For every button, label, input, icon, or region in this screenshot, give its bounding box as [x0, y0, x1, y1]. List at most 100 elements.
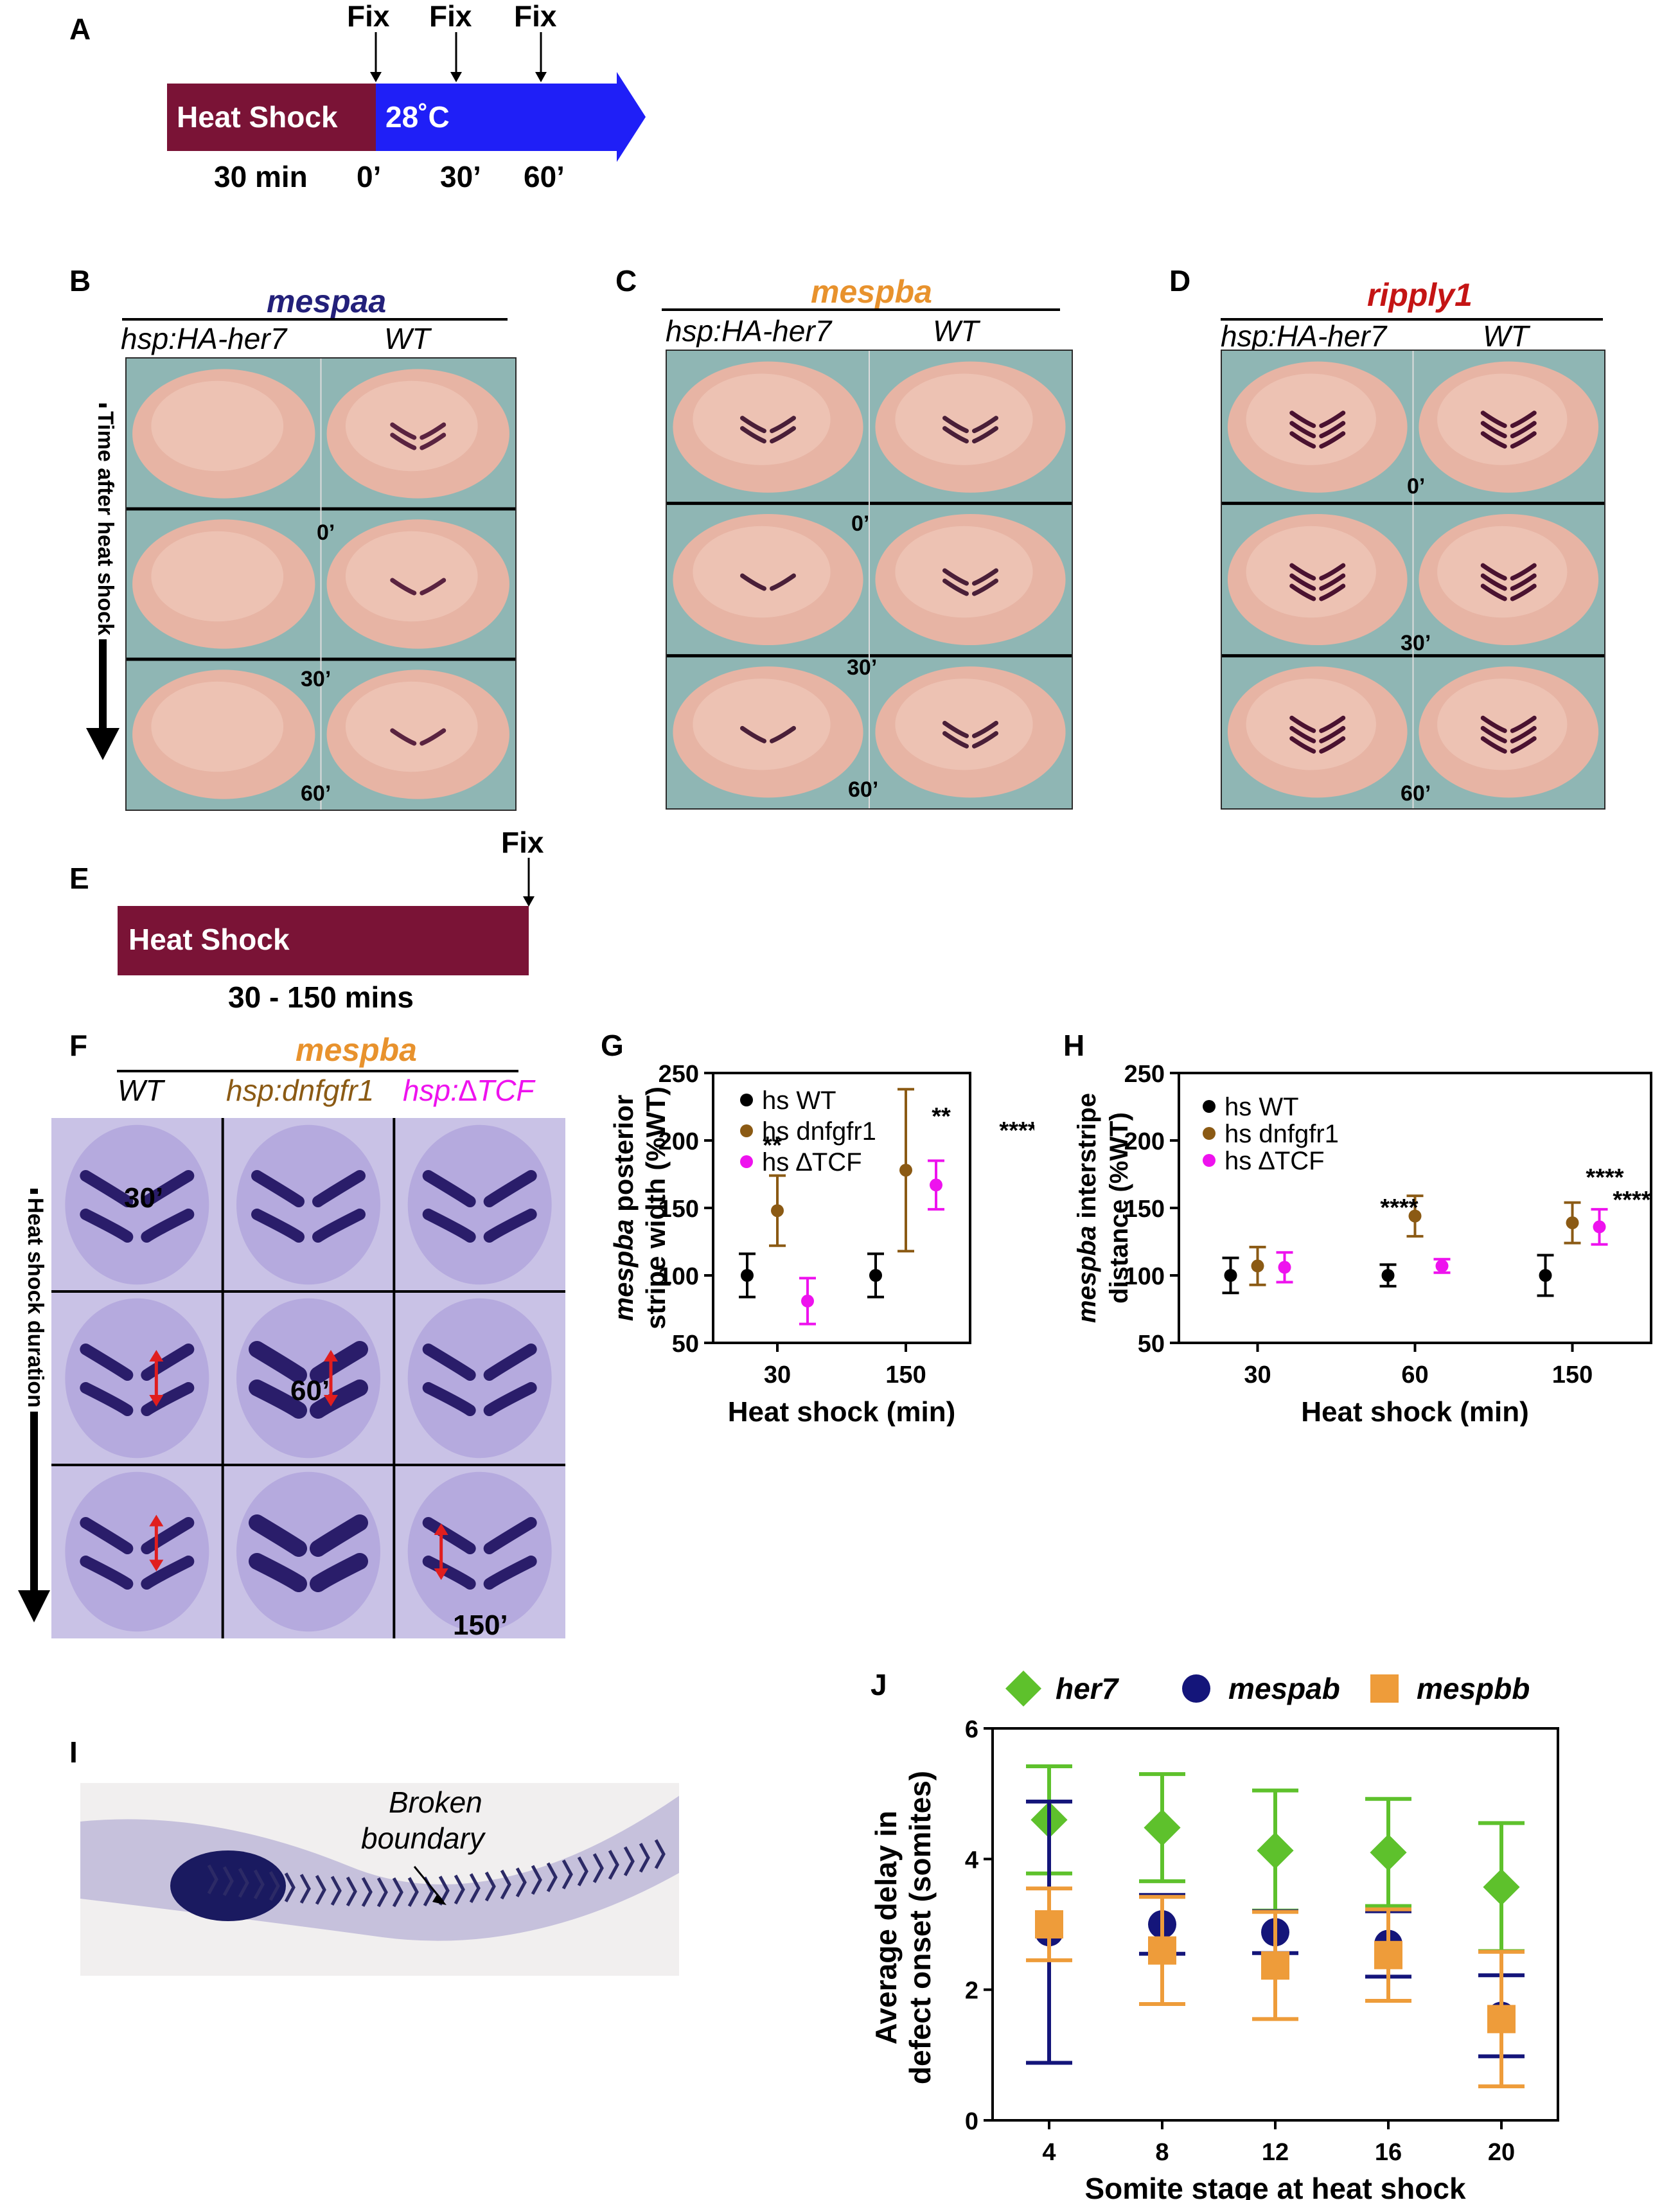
legend-label: hs WT: [762, 1087, 836, 1115]
expression-stripe: [942, 720, 969, 738]
panel-f-header-rule: [117, 1070, 518, 1072]
panel-e-duration-label: 30 - 150 mins: [228, 980, 414, 1014]
embryo-highlight: [1246, 679, 1376, 770]
somite-boundary: [299, 1874, 311, 1904]
expression-stripe: [420, 728, 447, 746]
somite-boundary: [207, 1864, 218, 1895]
y-tick-label: 250: [659, 1061, 699, 1088]
panel-b-row-label-0: 0’: [317, 520, 335, 545]
panel-f-col-wt: WT: [118, 1074, 164, 1107]
expression-stripe: [312, 1170, 366, 1207]
panel-label-e: E: [69, 862, 89, 895]
expression-stripe: [1480, 736, 1507, 754]
somite-boundary: [376, 1877, 388, 1908]
y-tick-label: 50: [1138, 1331, 1165, 1358]
data-point: [1257, 1832, 1294, 1869]
panel-d-row-label-30: 30’: [1401, 631, 1431, 655]
expression-stripe: [420, 432, 447, 450]
expression-stripe: [312, 1209, 366, 1243]
expression-stripe: [483, 1344, 537, 1381]
expression-stripe: [422, 1170, 476, 1207]
measurement-arrowhead: [324, 1395, 338, 1406]
expression-stripe: [1289, 736, 1316, 754]
panel-label-i: I: [69, 1735, 78, 1769]
panel-c-header-rule: [662, 308, 1060, 311]
panel-c-image-grid: [666, 350, 1073, 810]
expression-stripe: [390, 422, 417, 440]
expression-stripe: [770, 573, 796, 591]
time-axis-label: Time after heat shock: [93, 407, 118, 639]
legend-label: hs dnfgfr1: [762, 1117, 876, 1146]
expression-stripe: [251, 1170, 305, 1207]
expression-stripe: [972, 416, 998, 434]
legend-marker: [1182, 1674, 1210, 1703]
fix-label-0: Fix: [347, 0, 390, 33]
significance-annotation: **: [932, 1103, 951, 1130]
measurement-arrowhead: [434, 1523, 448, 1535]
panel-f-col-dtcf: hsp:∆TCF: [403, 1074, 535, 1107]
expression-stripe: [80, 1556, 134, 1590]
tissue: [407, 1298, 552, 1459]
expression-stripe: [310, 1341, 368, 1383]
panel-e-heat-shock-label: Heat Shock: [128, 923, 290, 956]
expression-stripe: [1480, 715, 1507, 733]
expression-stripe: [420, 422, 447, 440]
tissue: [236, 1471, 380, 1632]
y-axis-label-line2: distance (%WT): [1105, 1112, 1133, 1304]
legend-marker: [740, 1124, 753, 1137]
x-tick-label: 150: [885, 1362, 926, 1388]
data-point: [1035, 1910, 1063, 1938]
tissue: [236, 1124, 380, 1285]
y-tick-label: 150: [1124, 1196, 1165, 1223]
expression-stripe: [1319, 715, 1346, 733]
data-point: [1148, 1936, 1176, 1965]
expression-stripe: [1510, 715, 1537, 733]
expression-stripe: [1319, 573, 1346, 591]
heat-shock-label: Heat Shock: [177, 100, 338, 134]
embryo-highlight: [895, 679, 1033, 770]
expression-stripe: [80, 1344, 134, 1381]
y-tick-label: 100: [1124, 1263, 1165, 1290]
expression-stripe: [483, 1170, 537, 1207]
expression-stripe: [141, 1170, 195, 1207]
expression-stripe: [483, 1517, 537, 1554]
expression-stripe: [249, 1514, 307, 1557]
legend-marker: [1370, 1674, 1399, 1703]
somite-boundary: [407, 1877, 419, 1907]
expression-stripe: [249, 1553, 307, 1592]
x-tick-label: 30: [1244, 1362, 1271, 1388]
temperature-label: 28˚C: [385, 100, 450, 134]
y-tick-label: 200: [659, 1128, 699, 1155]
x-tick-label: 16: [1375, 2139, 1402, 2166]
somite-boundary: [238, 1868, 249, 1898]
expression-stripe: [1480, 725, 1507, 743]
expression-stripe: [390, 432, 417, 450]
x-tick-label: 20: [1488, 2139, 1515, 2166]
embryo-highlight: [693, 526, 831, 618]
embryo-highlight: [1246, 373, 1376, 465]
panel-b-row-label-60: 60’: [301, 781, 332, 806]
time-label-30min: 30 min: [214, 160, 308, 193]
somite-boundary: [454, 1874, 465, 1904]
panel-c-col-mutant: hsp:HA-her7: [666, 314, 832, 348]
heat-shock-block: [167, 84, 376, 151]
somite-boundary: [561, 1859, 573, 1890]
expression-stripe: [1289, 411, 1316, 429]
y-axis-label-line2: defect onset (somites): [903, 1771, 937, 2084]
legend-label: hs ∆TCF: [762, 1148, 862, 1176]
panel-label-b: B: [69, 264, 91, 297]
embryo-highlight: [151, 380, 284, 472]
heat-shock-timeline: [167, 32, 646, 162]
x-tick-label: 30: [764, 1362, 791, 1388]
expression-stripe: [942, 416, 969, 434]
panel-b-header-rule: [122, 318, 508, 321]
expression-stripe: [390, 728, 417, 746]
panel-c-col-wt: WT: [933, 314, 979, 348]
fix-label-60: Fix: [514, 0, 557, 33]
significance-annotation: ****: [1380, 1194, 1418, 1221]
somite-boundary: [330, 1876, 342, 1906]
expression-stripe: [770, 725, 796, 743]
embryo-highlight: [693, 373, 831, 465]
y-tick-label: 250: [1124, 1061, 1165, 1088]
legend-label: hs WT: [1225, 1093, 1299, 1121]
